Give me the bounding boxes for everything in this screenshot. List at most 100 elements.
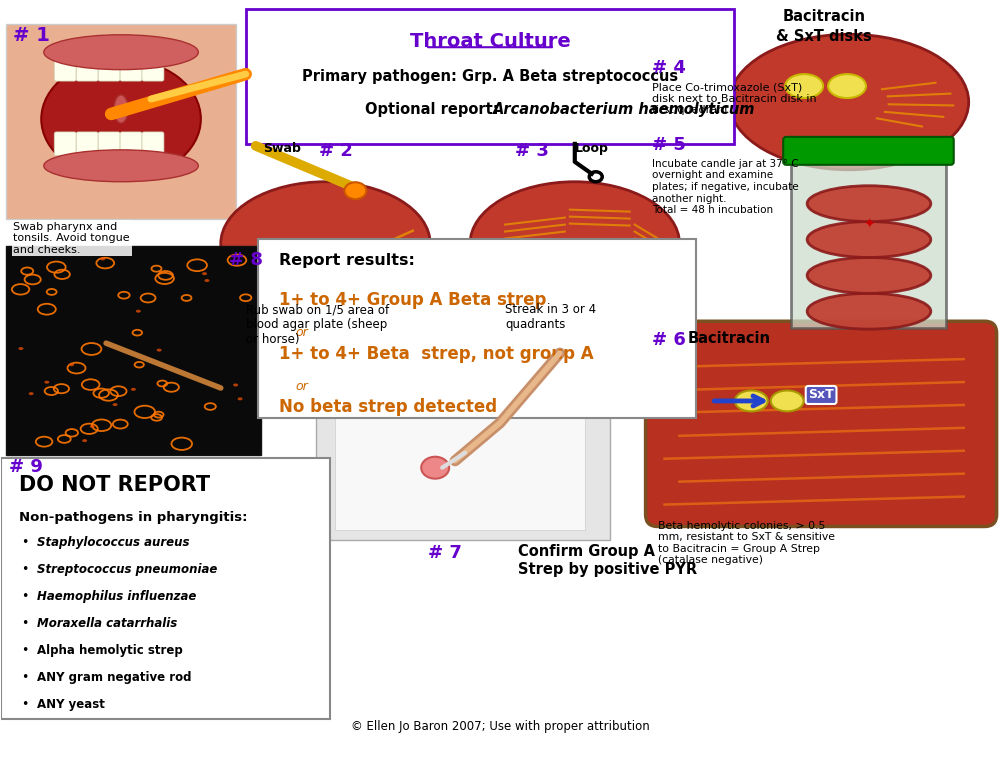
FancyBboxPatch shape — [783, 137, 954, 165]
Ellipse shape — [807, 257, 931, 293]
Text: Haemophilus influenzae: Haemophilus influenzae — [37, 591, 197, 603]
Ellipse shape — [421, 457, 449, 478]
Text: # 5: # 5 — [652, 136, 685, 154]
Ellipse shape — [113, 404, 118, 406]
Text: ANY gram negative rod: ANY gram negative rod — [37, 671, 192, 684]
Text: © Ellen Jo Baron 2007; Use with proper attribution: © Ellen Jo Baron 2007; Use with proper a… — [351, 720, 649, 733]
Text: Report results:: Report results: — [279, 254, 414, 268]
Text: # 9: # 9 — [9, 458, 43, 475]
Text: SxT: SxT — [808, 389, 834, 401]
Ellipse shape — [735, 390, 768, 411]
Text: •: • — [21, 536, 29, 550]
Ellipse shape — [807, 293, 931, 329]
Text: Incubate candle jar at 37° C
overnight and examine
plates; if negative, incubate: Incubate candle jar at 37° C overnight a… — [652, 158, 798, 215]
Ellipse shape — [785, 74, 823, 98]
FancyBboxPatch shape — [54, 53, 76, 81]
Text: Rub swab on 1/5 area of
blood agar plate (sheep
or horse): Rub swab on 1/5 area of blood agar plate… — [246, 303, 389, 346]
Text: •: • — [21, 644, 29, 657]
Ellipse shape — [204, 279, 209, 282]
Text: Beta hemolytic colonies, > 0.5
mm, resistant to SxT & sensitive
to Bacitracin = : Beta hemolytic colonies, > 0.5 mm, resis… — [658, 520, 835, 565]
Ellipse shape — [44, 380, 49, 383]
Text: ANY yeast: ANY yeast — [37, 698, 105, 711]
Ellipse shape — [18, 347, 23, 350]
FancyBboxPatch shape — [791, 157, 946, 329]
Text: DO NOT REPORT: DO NOT REPORT — [19, 475, 210, 495]
Text: # 4: # 4 — [652, 60, 685, 77]
Text: Optional report:: Optional report: — [365, 102, 504, 117]
Text: # 1: # 1 — [13, 26, 50, 46]
Ellipse shape — [238, 397, 243, 400]
Text: •: • — [21, 564, 29, 577]
Text: ✦: ✦ — [863, 217, 875, 232]
Ellipse shape — [771, 390, 804, 411]
Ellipse shape — [470, 182, 680, 305]
Ellipse shape — [82, 439, 87, 442]
Ellipse shape — [221, 182, 430, 305]
Text: Staphylococcus aureus: Staphylococcus aureus — [37, 536, 190, 550]
Text: # 8: # 8 — [229, 251, 263, 270]
Ellipse shape — [136, 310, 141, 312]
Text: # 7: # 7 — [428, 544, 462, 563]
Text: # 2: # 2 — [319, 142, 352, 160]
FancyBboxPatch shape — [142, 53, 164, 81]
Text: •: • — [21, 698, 29, 711]
Ellipse shape — [202, 272, 207, 275]
Text: Throat Culture: Throat Culture — [410, 32, 570, 51]
Ellipse shape — [807, 186, 931, 222]
Text: Place Co-trimoxazole (SxT)
disk next to Bacitracin disk in
first quadrant: Place Co-trimoxazole (SxT) disk next to … — [652, 82, 816, 115]
Ellipse shape — [44, 150, 198, 182]
Ellipse shape — [157, 349, 162, 352]
Text: Bacitracin: Bacitracin — [687, 331, 770, 346]
Text: # 3: # 3 — [515, 142, 549, 160]
Ellipse shape — [807, 222, 931, 257]
Text: or: or — [296, 380, 308, 393]
Text: Confirm Group A
Strep by positive PYR: Confirm Group A Strep by positive PYR — [518, 544, 697, 577]
Ellipse shape — [29, 392, 34, 395]
FancyBboxPatch shape — [98, 53, 120, 81]
Ellipse shape — [729, 34, 969, 170]
FancyBboxPatch shape — [54, 132, 76, 156]
FancyBboxPatch shape — [6, 246, 261, 455]
Text: •: • — [21, 591, 29, 603]
FancyBboxPatch shape — [76, 53, 98, 81]
Ellipse shape — [41, 60, 201, 179]
FancyBboxPatch shape — [335, 376, 585, 530]
Ellipse shape — [44, 35, 198, 70]
Ellipse shape — [828, 74, 866, 98]
Ellipse shape — [100, 257, 105, 261]
Ellipse shape — [114, 95, 128, 123]
Ellipse shape — [90, 425, 95, 428]
Text: No beta strep detected: No beta strep detected — [279, 398, 497, 416]
Text: Streak in 3 or 4
quadrants: Streak in 3 or 4 quadrants — [505, 303, 596, 332]
Text: Moraxella catarrhalis: Moraxella catarrhalis — [37, 617, 178, 630]
FancyBboxPatch shape — [246, 9, 734, 144]
Text: •: • — [21, 671, 29, 684]
Text: Arcanobacterium haemolyticum: Arcanobacterium haemolyticum — [493, 102, 756, 117]
FancyBboxPatch shape — [1, 458, 330, 719]
Ellipse shape — [131, 388, 136, 391]
FancyBboxPatch shape — [76, 132, 98, 156]
Text: Swab pharynx and
tonsils. Avoid tongue
and cheeks.: Swab pharynx and tonsils. Avoid tongue a… — [13, 222, 130, 255]
Ellipse shape — [233, 383, 238, 386]
Text: Bacitracin: Bacitracin — [783, 9, 866, 25]
FancyBboxPatch shape — [646, 322, 997, 526]
Text: Non-pathogens in pharyngitis:: Non-pathogens in pharyngitis: — [19, 510, 248, 523]
Ellipse shape — [344, 182, 366, 199]
FancyBboxPatch shape — [316, 353, 610, 540]
Text: Loop: Loop — [575, 142, 609, 155]
Text: Alpha hemolytic strep: Alpha hemolytic strep — [37, 644, 183, 657]
FancyBboxPatch shape — [98, 132, 120, 156]
Text: •: • — [21, 617, 29, 630]
FancyBboxPatch shape — [142, 132, 164, 156]
Text: Primary pathogen: Grp. A Beta streptococcus: Primary pathogen: Grp. A Beta streptococ… — [302, 69, 678, 84]
Text: 1+ to 4+ Beta  strep, not group A: 1+ to 4+ Beta strep, not group A — [279, 346, 593, 363]
FancyBboxPatch shape — [120, 132, 142, 156]
Ellipse shape — [69, 363, 74, 366]
Text: 1+ to 4+ Group A Beta strep: 1+ to 4+ Group A Beta strep — [279, 291, 546, 309]
Text: & SxT disks: & SxT disks — [776, 29, 872, 44]
Text: or: or — [296, 326, 308, 339]
Text: # 6: # 6 — [652, 331, 685, 349]
FancyBboxPatch shape — [258, 239, 696, 418]
Text: Swab: Swab — [263, 142, 301, 155]
FancyBboxPatch shape — [120, 53, 142, 81]
